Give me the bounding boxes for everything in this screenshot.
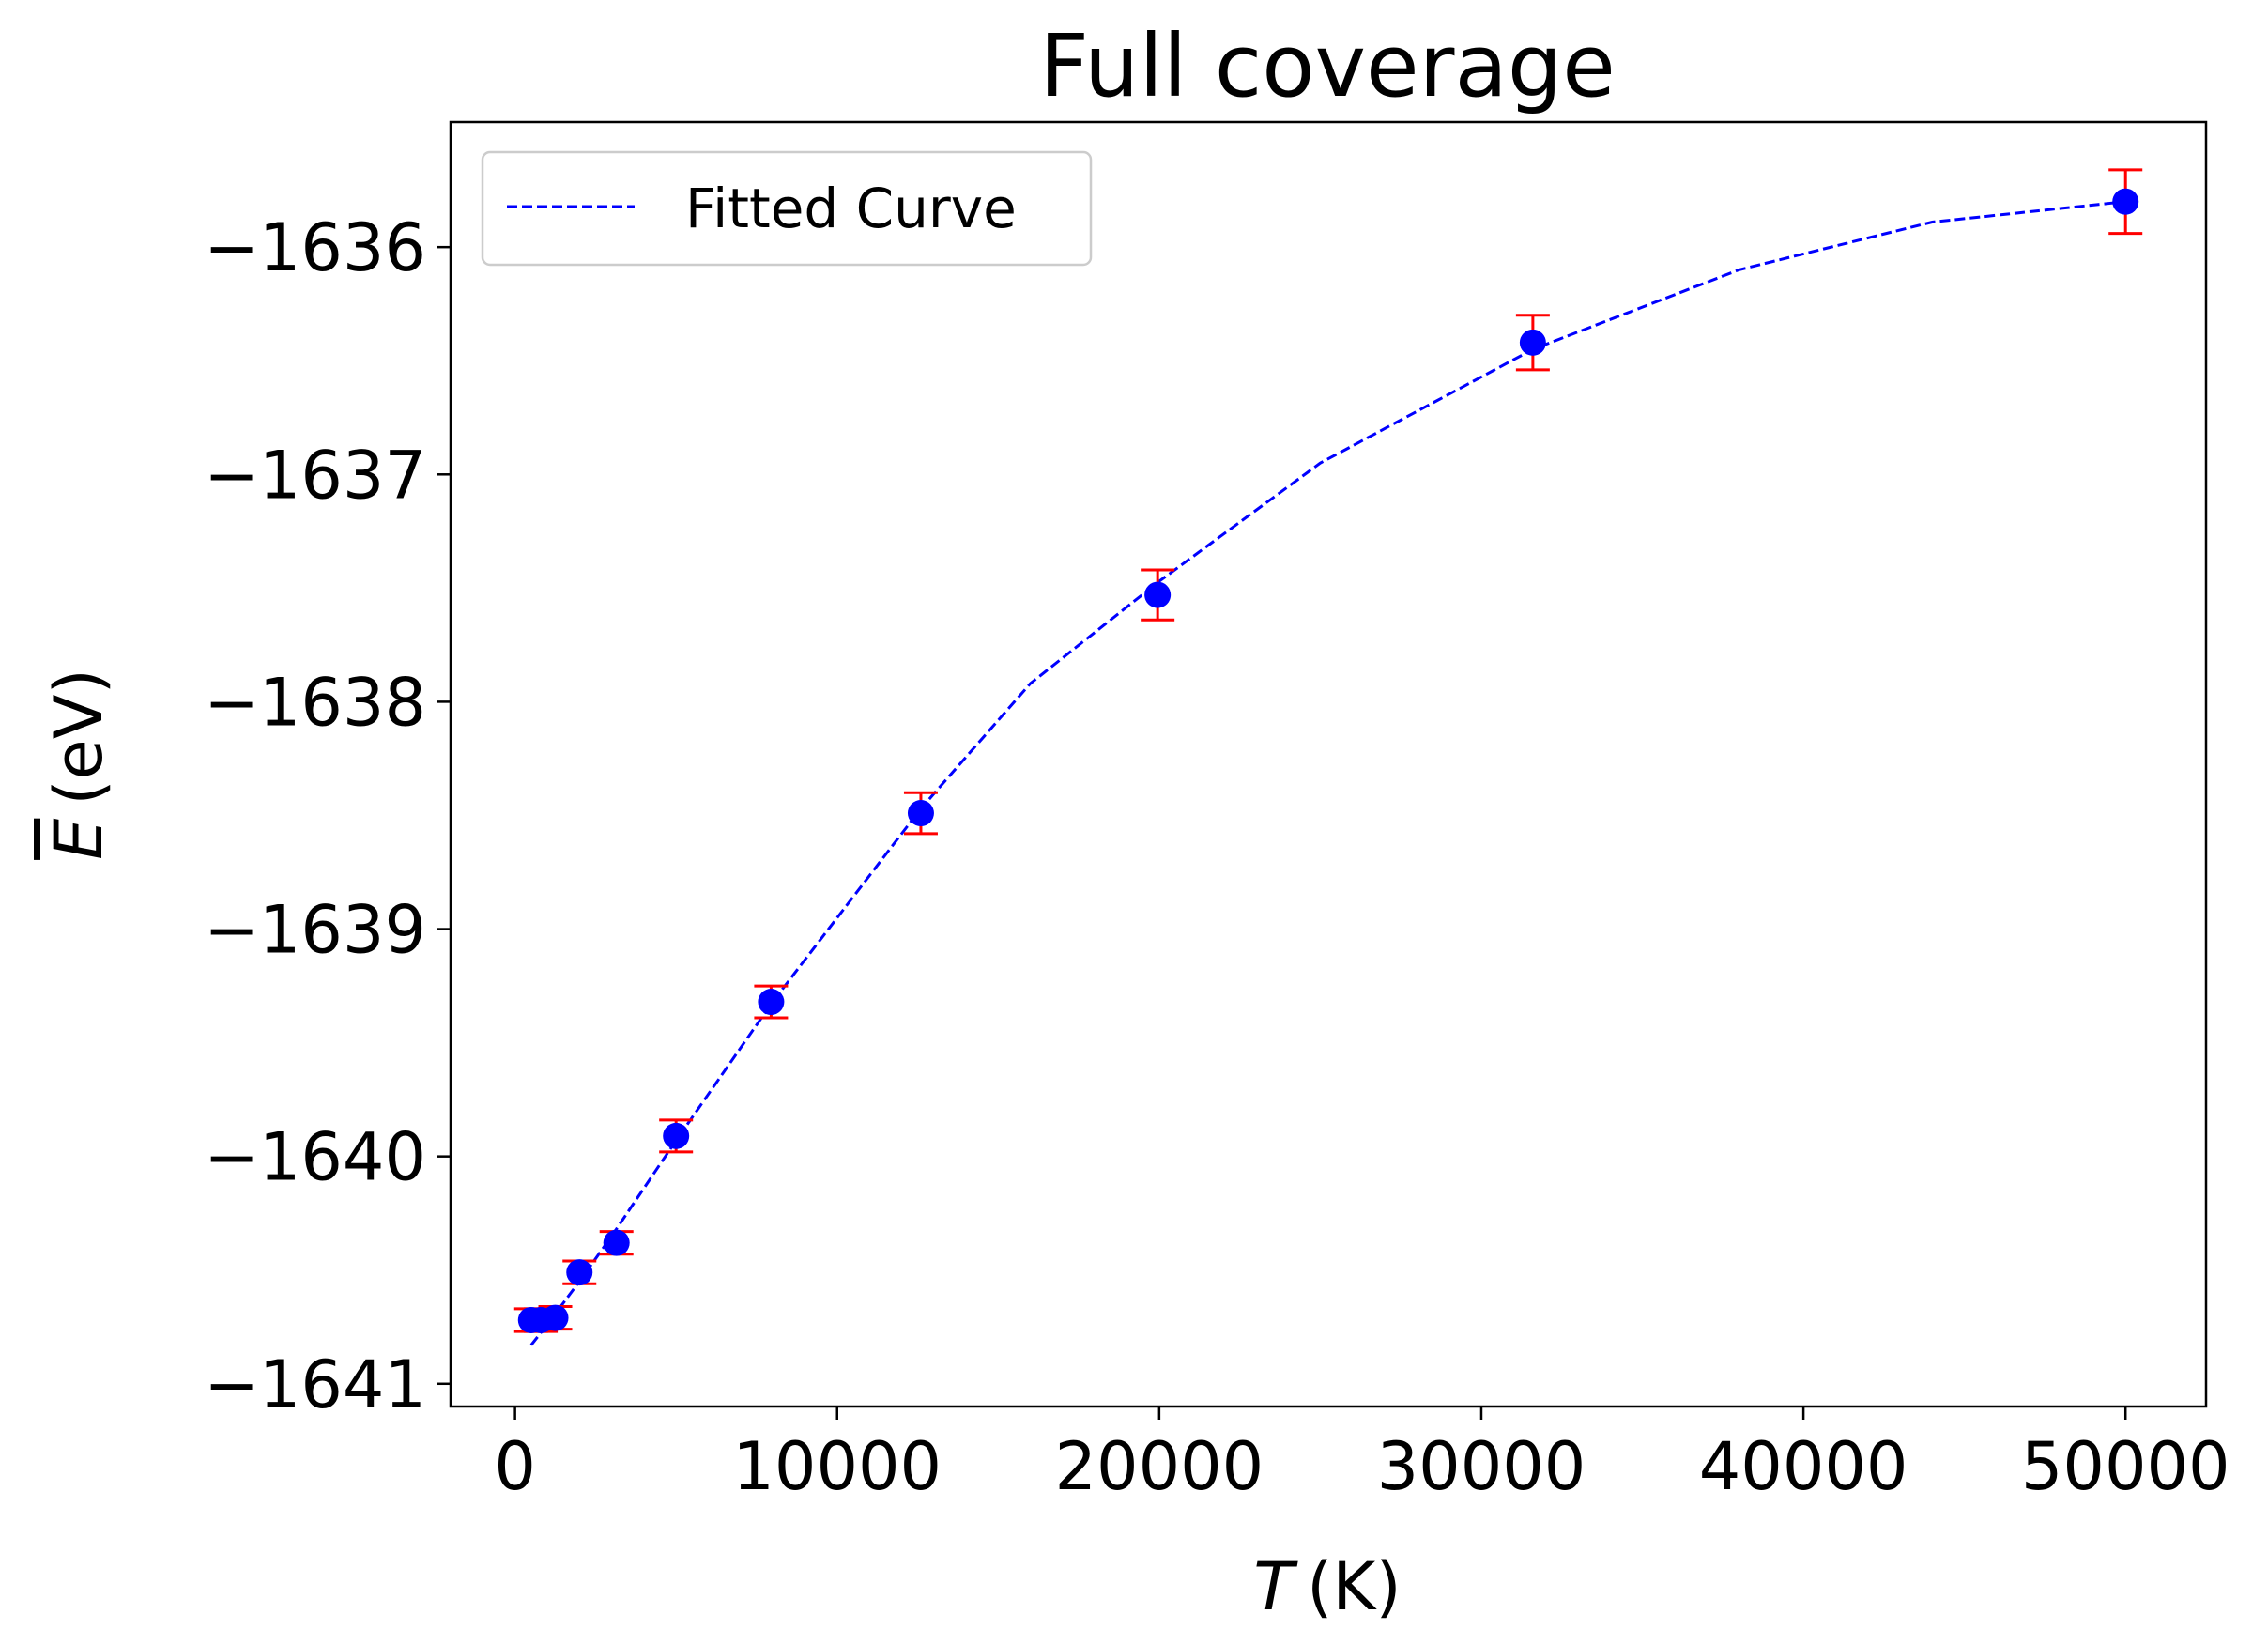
chart-title: Full coverage xyxy=(1039,16,1616,116)
x-axis: 0 10000 20000 30000 40000 50000 xyxy=(494,1407,2230,1505)
plot-frame xyxy=(449,120,2208,1408)
fitted-curve-layer xyxy=(529,200,2126,1346)
legend: Fitted Curve xyxy=(481,150,1093,267)
legend-label-fitted-curve: Fitted Curve xyxy=(685,177,1017,240)
x-tick-label: 20000 xyxy=(1055,1428,1264,1505)
x-axis-label: T (K) xyxy=(1253,1548,1401,1625)
data-point xyxy=(1144,581,1172,608)
data-point xyxy=(907,800,934,827)
y-tick-label: −1638 xyxy=(204,664,426,741)
x-tick-label: 0 xyxy=(494,1428,536,1505)
data-point xyxy=(1519,329,1546,356)
x-tick-label: 50000 xyxy=(2021,1428,2230,1505)
y-axis-symbol: E xyxy=(40,818,117,860)
y-tick-label: −1641 xyxy=(204,1346,426,1423)
data-point xyxy=(758,989,785,1016)
data-point xyxy=(663,1122,690,1149)
data-point xyxy=(603,1229,630,1256)
y-tick-label: −1637 xyxy=(204,437,426,514)
svg-text:E(eV): E (eV) xyxy=(40,669,117,860)
x-tick-label: 10000 xyxy=(732,1428,942,1505)
x-axis-symbol: T xyxy=(1253,1548,1298,1625)
fitted-curve-line xyxy=(529,200,2126,1346)
data-point xyxy=(2112,188,2139,215)
x-axis-unit: (K) xyxy=(1307,1548,1402,1625)
y-tick-label: −1639 xyxy=(204,892,426,969)
legend-box xyxy=(481,150,1093,267)
y-axis-label: E (eV) xyxy=(40,669,117,860)
data-point xyxy=(542,1304,569,1331)
y-tick-label: −1640 xyxy=(204,1119,426,1196)
errorbar-layer xyxy=(513,168,2143,1333)
y-axis-unit: (eV) xyxy=(40,669,117,806)
x-tick-label: 40000 xyxy=(1699,1428,1908,1505)
plot-area: 0 10000 20000 30000 40000 50000 −1641−1640−16… xyxy=(204,120,2230,1505)
y-axis: −1641 −1640 −1639 −1638 −1637 −1636 xyxy=(204,209,451,1423)
data-point xyxy=(566,1259,593,1286)
x-tick-label: 30000 xyxy=(1377,1428,1586,1505)
points-layer xyxy=(517,188,2139,1333)
y-tick-label: −1636 xyxy=(204,209,426,286)
